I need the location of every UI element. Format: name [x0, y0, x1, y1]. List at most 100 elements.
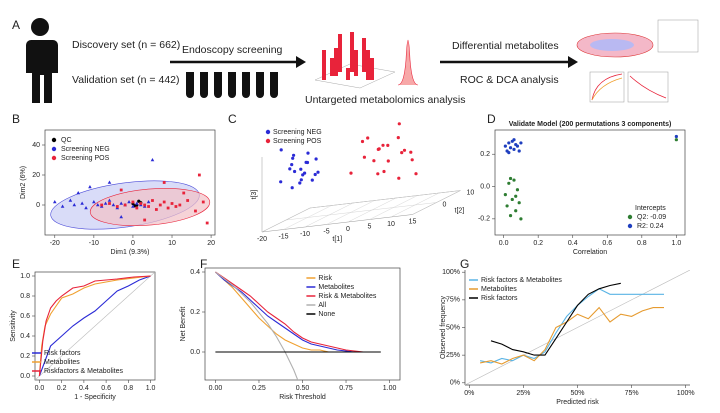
step-text: ROC & DCA analysis — [460, 74, 559, 86]
bar-art — [366, 50, 370, 80]
tubes — [186, 72, 278, 98]
point — [100, 203, 104, 207]
x-axis-label: Dim1 (9.3%) — [111, 249, 150, 256]
x-tick-label: 0.0 — [499, 240, 509, 247]
point — [366, 136, 370, 140]
legend-label: Metabolites — [481, 286, 517, 293]
grid-line — [309, 190, 461, 209]
point — [299, 178, 303, 182]
y-tick-label: 0% — [450, 380, 460, 387]
bar-art — [322, 50, 326, 80]
y-tick-label: 0.6 — [20, 313, 30, 320]
x-tick-label: -20 — [257, 236, 267, 243]
legend-swatch — [265, 138, 271, 144]
x-axis-label: Risk Threshold — [279, 394, 326, 401]
point — [505, 204, 509, 208]
legend-swatch — [265, 129, 271, 135]
x-tick-label: 75% — [625, 390, 639, 397]
y-axis-label: Observed frequency — [440, 295, 447, 359]
point — [508, 146, 513, 150]
point — [135, 206, 139, 210]
point — [402, 148, 407, 152]
point — [409, 150, 413, 154]
x-tick-label: 1.00 — [383, 385, 397, 392]
panel-label: E — [12, 257, 20, 271]
tube — [242, 72, 250, 98]
point — [290, 163, 294, 167]
point — [182, 191, 186, 195]
point — [52, 200, 57, 204]
x-tick-label: 0.8 — [123, 385, 133, 392]
x-tick-label: 0.4 — [568, 240, 578, 247]
series-line — [215, 271, 299, 380]
plot-frame — [494, 129, 686, 236]
legend-label: Q2: -0.09 — [637, 214, 666, 221]
panel-label: C — [228, 112, 237, 126]
point — [515, 188, 520, 192]
point — [170, 202, 174, 205]
point — [514, 194, 518, 198]
point — [131, 200, 135, 204]
point — [410, 158, 414, 162]
point — [107, 198, 112, 202]
x-tick-label: -5 — [323, 228, 329, 235]
bar-art — [370, 58, 374, 80]
metabolomics-art — [314, 32, 419, 89]
y-tick-label: 0.0 — [190, 349, 200, 356]
point — [205, 221, 209, 225]
point — [515, 144, 520, 148]
point — [290, 186, 294, 190]
point — [382, 169, 386, 174]
point — [510, 197, 514, 202]
x-tick-label: 0.0 — [35, 385, 45, 392]
legend-label: All — [318, 302, 326, 309]
point — [115, 205, 119, 208]
bar-art — [334, 48, 338, 76]
point — [131, 204, 135, 208]
panel-a-art — [26, 18, 699, 103]
point — [512, 147, 516, 151]
point — [107, 180, 112, 184]
point — [135, 201, 139, 205]
z-axis-label: t[3] — [251, 190, 258, 200]
point — [291, 156, 295, 160]
series-line — [38, 275, 151, 377]
point — [512, 138, 516, 142]
tube — [214, 72, 222, 98]
x-axis-label: Correlation — [573, 249, 607, 256]
point — [137, 199, 141, 203]
point — [306, 151, 310, 155]
x-tick-label: 1.0 — [671, 240, 681, 247]
point — [111, 203, 116, 207]
arrow-head — [568, 56, 578, 68]
plot-frame — [34, 271, 156, 381]
point — [119, 188, 123, 192]
point — [186, 199, 190, 202]
point — [503, 144, 507, 148]
panel-label: F — [200, 257, 207, 271]
legend-swatch — [627, 214, 633, 220]
x-tick-label: 0.6 — [602, 240, 612, 247]
plot-layer — [38, 275, 151, 377]
point — [166, 206, 170, 210]
point — [279, 180, 283, 184]
point — [143, 203, 147, 207]
reference-diagonal — [465, 270, 690, 385]
point — [288, 167, 292, 171]
y-axis-label: Sensitivity — [10, 310, 17, 342]
tube — [200, 72, 208, 98]
thumb-curve — [629, 75, 667, 99]
point — [397, 176, 401, 180]
point — [508, 214, 513, 218]
panel-label: D — [487, 112, 496, 126]
point — [133, 204, 137, 208]
plot-layer — [479, 282, 664, 365]
point — [147, 205, 150, 208]
x-tick-label: 0.50 — [296, 385, 310, 392]
x-tick-label: 25% — [516, 390, 530, 397]
y-tick-label: 0 — [443, 201, 447, 208]
y-tick-label: 0 — [36, 202, 40, 209]
point — [400, 151, 404, 155]
y-axis-label: t[2] — [455, 207, 465, 214]
